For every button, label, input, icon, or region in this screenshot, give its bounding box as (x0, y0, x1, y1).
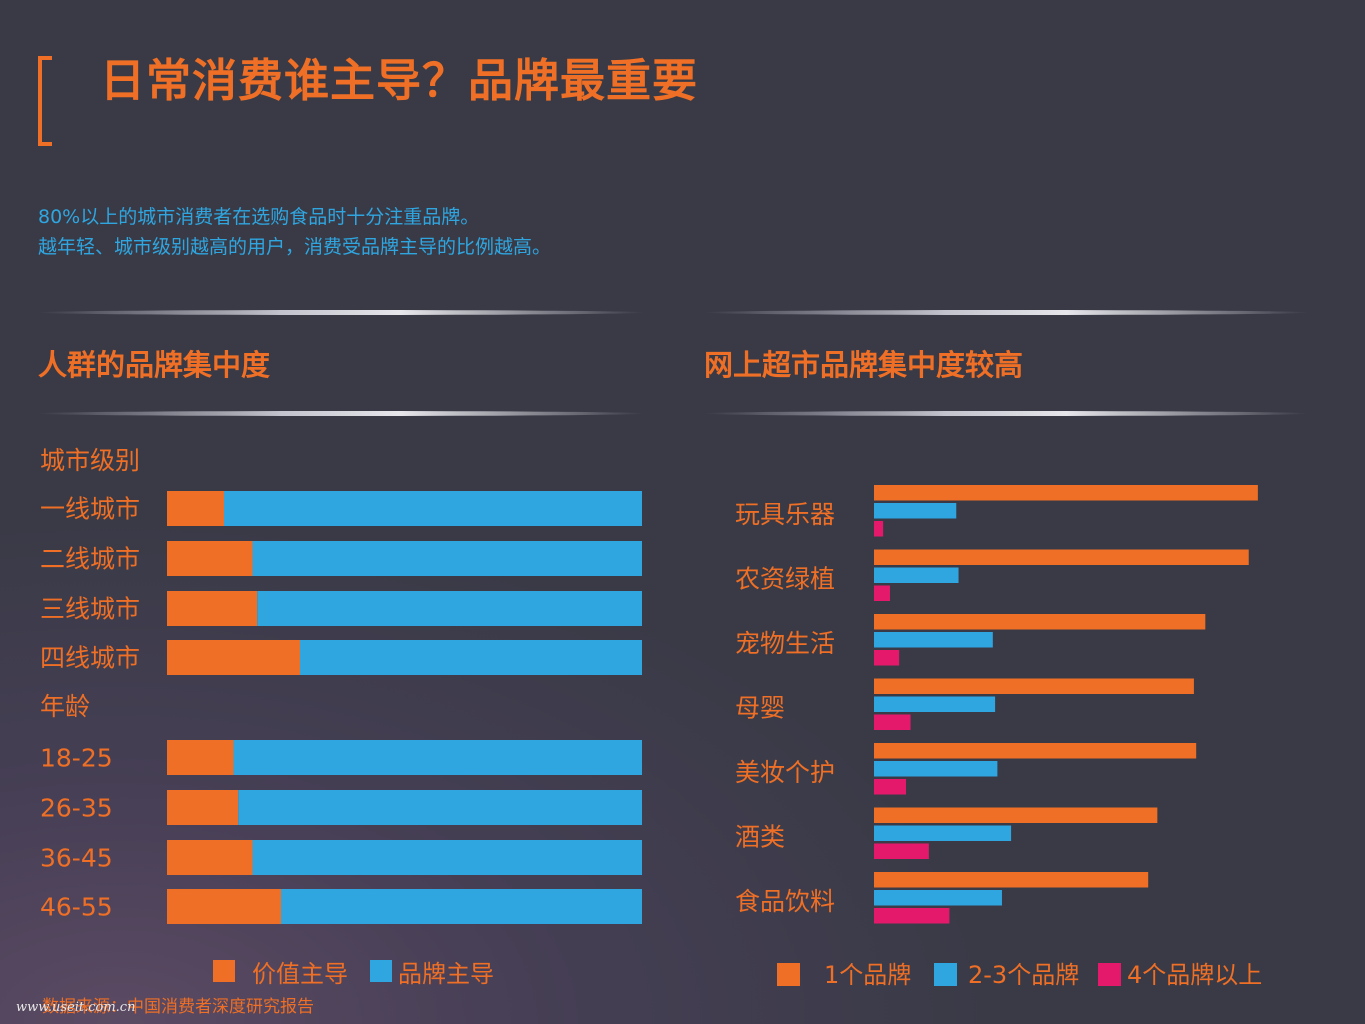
legend-swatch-2 (1098, 963, 1121, 986)
category-label: 食品饮料 (735, 887, 835, 916)
left-bottom-divider (38, 411, 644, 416)
legend-label-0: 价值主导 (252, 960, 348, 988)
bar-two-three-brands-3 (874, 696, 996, 712)
bar-four-plus-brands-5 (874, 843, 929, 859)
legend-swatch-1 (370, 960, 392, 982)
bar-value-led-4 (167, 740, 234, 775)
category-label: 宠物生活 (735, 629, 835, 658)
bar-brand-led-7 (281, 889, 642, 924)
category-label: 母婴 (735, 694, 785, 723)
bar-value-led-0 (167, 491, 224, 526)
bar-four-plus-brands-1 (874, 585, 890, 601)
intro-line-1: 80%以上的城市消费者在选购食品时十分注重品牌。 (38, 206, 480, 228)
bar-one-brand-4 (874, 743, 1197, 759)
bar-value-led-5 (167, 790, 239, 825)
legend-label-2: 4个品牌以上 (1127, 961, 1262, 989)
bar-brand-led-1 (252, 541, 642, 576)
category-label: 酒类 (735, 823, 785, 852)
bar-two-three-brands-0 (874, 503, 957, 519)
bar-one-brand-0 (874, 485, 1258, 501)
legend-label-1: 2-3个品牌 (968, 961, 1079, 989)
bar-value-led-6 (167, 840, 253, 875)
legend-label-1: 品牌主导 (398, 960, 494, 988)
left-top-divider (38, 310, 644, 315)
bar-brand-led-3 (300, 640, 642, 675)
bar-brand-led-4 (233, 740, 642, 775)
category-label: 一线城市 (40, 495, 140, 524)
bar-brand-led-6 (252, 840, 642, 875)
category-label: 三线城市 (40, 595, 140, 624)
bar-four-plus-brands-3 (874, 714, 911, 730)
bar-two-three-brands-1 (874, 567, 959, 583)
category-label: 农资绿植 (735, 565, 835, 594)
bar-brand-led-0 (224, 491, 642, 526)
page-title: 日常消费谁主导？品牌最重要 (100, 54, 699, 107)
category-label: 36-45 (40, 844, 113, 873)
category-label: 18-25 (40, 744, 113, 773)
bar-four-plus-brands-2 (874, 650, 900, 666)
legend-label-0: 1个品牌 (824, 961, 911, 989)
right-section-title: 网上超市品牌集中度较高 (704, 348, 1024, 382)
bar-value-led-7 (167, 889, 281, 924)
bar-one-brand-5 (874, 807, 1158, 823)
category-label: 美妆个护 (735, 758, 835, 787)
bar-four-plus-brands-4 (874, 779, 906, 795)
right-bottom-divider (704, 411, 1308, 416)
bar-brand-led-5 (238, 790, 642, 825)
category-label: 26-35 (40, 794, 113, 823)
right-top-divider (704, 310, 1308, 315)
bar-two-three-brands-4 (874, 761, 998, 777)
legend-swatch-0 (213, 960, 235, 982)
bar-value-led-3 (167, 640, 300, 675)
left-section-title: 人群的品牌集中度 (38, 348, 271, 382)
group-label-0: 城市级别 (40, 446, 140, 475)
bar-two-three-brands-5 (874, 825, 1012, 841)
bar-one-brand-2 (874, 614, 1206, 630)
category-label: 46-55 (40, 893, 113, 922)
legend-swatch-0 (777, 963, 800, 986)
bar-two-three-brands-6 (874, 890, 1002, 906)
category-label: 玩具乐器 (735, 500, 835, 529)
watermark: www.useit.com.cn (16, 1000, 136, 1015)
group-label-1: 年龄 (40, 692, 90, 721)
bar-four-plus-brands-6 (874, 908, 950, 924)
category-label: 二线城市 (40, 545, 140, 574)
bar-brand-led-2 (257, 591, 642, 626)
bar-two-three-brands-2 (874, 632, 993, 648)
bar-one-brand-6 (874, 872, 1149, 888)
bar-four-plus-brands-0 (874, 521, 884, 537)
legend-swatch-1 (934, 963, 957, 986)
bar-one-brand-1 (874, 549, 1249, 565)
data-source-note: 数据来源：中国消费者深度研究报告 (42, 997, 314, 1017)
bar-one-brand-3 (874, 678, 1194, 694)
title-bracket-decoration (38, 56, 52, 146)
intro-line-2: 越年轻、城市级别越高的用户，消费受品牌主导的比例越高。 (38, 236, 552, 258)
bar-value-led-1 (167, 541, 253, 576)
category-label: 四线城市 (40, 644, 140, 673)
bar-value-led-2 (167, 591, 258, 626)
